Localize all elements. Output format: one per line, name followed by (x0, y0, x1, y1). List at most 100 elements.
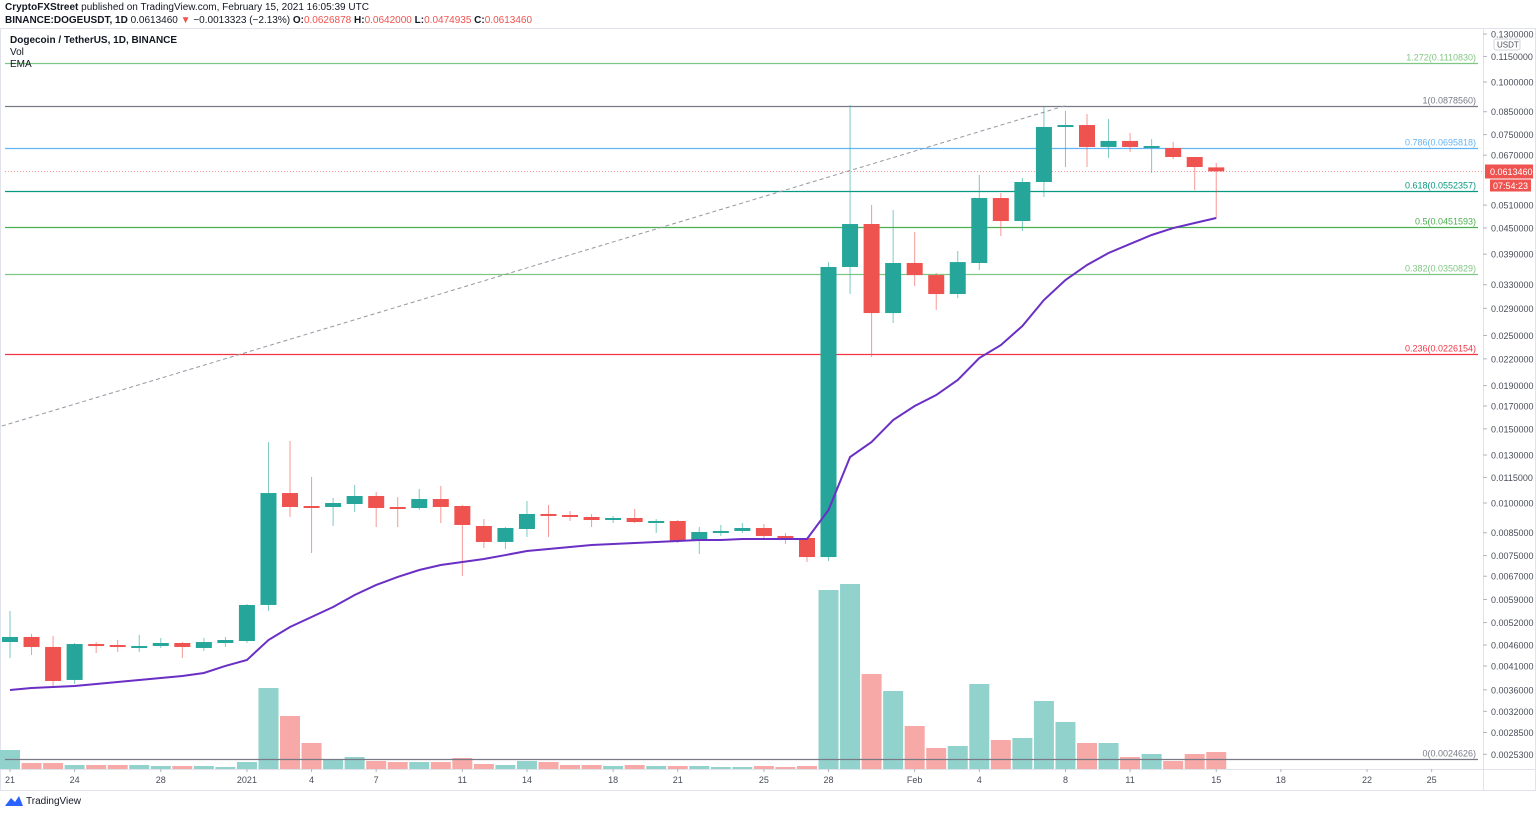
candle-body (906, 262, 923, 276)
candle[interactable] (195, 637, 212, 651)
candle[interactable] (648, 519, 665, 533)
price-change: −0.0013323 (−2.13%) (193, 15, 291, 26)
candle[interactable] (583, 513, 600, 527)
candle[interactable] (2, 610, 18, 659)
candle[interactable] (454, 505, 471, 576)
candle[interactable] (626, 509, 643, 523)
candle[interactable] (798, 537, 815, 562)
down-arrow-icon: ▼ (180, 15, 191, 26)
candle[interactable] (497, 526, 514, 549)
candle[interactable] (928, 273, 945, 311)
candle[interactable] (217, 636, 234, 647)
price-tick-label: 0.0028500 (1491, 728, 1534, 738)
volume-bar (301, 743, 322, 769)
candle[interactable] (1208, 163, 1225, 219)
candle[interactable] (1079, 113, 1095, 168)
time-axis[interactable]: 21 24 28 2021 4 7 11 14 18 21 25 28 Feb 4 8 11 15 18 22 25 (5, 769, 1437, 785)
countdown-badge (1490, 179, 1531, 192)
candle[interactable] (971, 175, 988, 271)
candle-body (1057, 125, 1074, 128)
candle[interactable] (734, 522, 751, 533)
candle[interactable] (1186, 157, 1203, 190)
volume-bar (947, 746, 968, 769)
volume-bar (1184, 754, 1205, 769)
candle[interactable] (325, 497, 342, 526)
ema-line[interactable] (9, 217, 1217, 691)
candle[interactable] (368, 492, 385, 527)
candle-body (734, 528, 751, 531)
publish-text: published on TradingView.com, February 1… (81, 2, 369, 13)
volume-bar (21, 763, 42, 769)
candle[interactable] (992, 193, 1009, 237)
candle-body (411, 499, 428, 509)
candle[interactable] (1143, 139, 1160, 174)
volume-bar (581, 765, 602, 769)
candle[interactable] (45, 635, 62, 687)
price-axis[interactable]: 0.1300000 0.1150000 0.1000000 0.0850000 0.07… (1483, 30, 1534, 760)
candle[interactable] (66, 643, 83, 684)
candle[interactable] (885, 209, 902, 323)
legend-title[interactable]: Dogecoin / TetherUS, 1D, BINANCE (10, 35, 178, 46)
price-tick-label: 0.0075000 (1491, 551, 1534, 561)
currency-badge[interactable] (1493, 38, 1521, 51)
candle[interactable] (475, 519, 492, 548)
candle[interactable] (1122, 133, 1139, 152)
candle[interactable] (949, 251, 966, 299)
candle[interactable] (1100, 119, 1117, 159)
candle-body (540, 513, 557, 516)
candle[interactable] (863, 205, 880, 358)
legend-vol[interactable]: Vol (10, 47, 24, 58)
candle[interactable] (260, 442, 277, 611)
candle[interactable] (518, 500, 535, 537)
candle[interactable] (755, 523, 772, 539)
volume-bar (107, 765, 128, 769)
candle[interactable] (238, 603, 255, 644)
candle[interactable] (23, 633, 40, 655)
candle[interactable] (109, 639, 126, 653)
candle[interactable] (1014, 177, 1031, 232)
candle[interactable] (411, 488, 428, 510)
candle-body (1208, 167, 1225, 172)
candle[interactable] (605, 515, 622, 523)
last-price-label: 0.0613460 (1490, 167, 1533, 177)
candle[interactable] (906, 232, 923, 287)
candle-body (195, 642, 212, 648)
volume-bar (1012, 738, 1033, 769)
price-tick-label: 0.0130000 (1491, 451, 1534, 461)
candle[interactable] (540, 505, 557, 537)
fibonacci-retracement[interactable]: 1.272(0.1110830) 1(0.0878560) 0.786(0.0695… (5, 53, 1478, 761)
candle[interactable] (174, 642, 191, 659)
volume-bar (1077, 743, 1097, 769)
price-tick-label: 0.0850000 (1491, 107, 1534, 117)
candle[interactable] (432, 485, 449, 523)
legend-ema[interactable]: EMA (10, 59, 32, 70)
tradingview-logo[interactable]: TradingView (5, 795, 81, 807)
candle[interactable] (669, 520, 686, 543)
candle[interactable] (712, 524, 729, 536)
candle-body (260, 493, 277, 605)
candle[interactable] (1057, 110, 1074, 168)
candle[interactable] (282, 440, 299, 517)
candle[interactable] (303, 476, 320, 554)
candle[interactable] (152, 637, 169, 648)
volume-bar (689, 766, 710, 769)
volume-bar (603, 766, 624, 769)
author-name[interactable]: CryptoFXStreet (5, 2, 79, 13)
price-tick-label: 0.0150000 (1491, 424, 1534, 434)
candle[interactable] (88, 642, 105, 654)
price-tick-label: 0.0670000 (1491, 151, 1534, 161)
time-tick-label: 11 (1125, 775, 1134, 785)
price-tick-label: 0.0036000 (1491, 685, 1534, 695)
candle[interactable] (1035, 107, 1052, 198)
symbol-info: BINANCE:DOGEUSDT, 1D 0.0613460 ▼ −0.0013… (5, 15, 532, 27)
candle[interactable] (346, 484, 363, 512)
candle[interactable] (562, 510, 579, 521)
candle[interactable] (1165, 141, 1182, 160)
trend-line[interactable] (0, 105, 1066, 430)
candle[interactable] (842, 104, 859, 295)
candle-body (131, 646, 148, 649)
candle[interactable] (131, 634, 148, 653)
candle[interactable] (389, 497, 406, 527)
time-tick-label: 8 (1063, 775, 1068, 785)
